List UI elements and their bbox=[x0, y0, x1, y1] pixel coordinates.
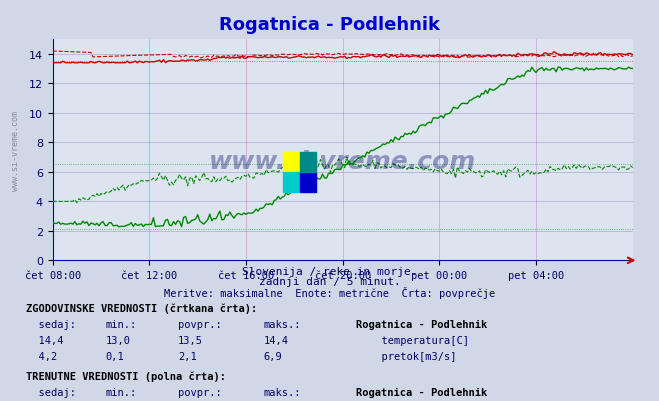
Text: Rogatnica - Podlehnik: Rogatnica - Podlehnik bbox=[356, 387, 487, 397]
Text: min.:: min.: bbox=[105, 387, 136, 397]
Text: 13,0: 13,0 bbox=[105, 335, 130, 345]
Text: 4,2: 4,2 bbox=[26, 351, 57, 361]
Text: sedaj:: sedaj: bbox=[26, 319, 76, 329]
Text: www.si-vreme.com: www.si-vreme.com bbox=[11, 110, 20, 190]
Text: povpr.:: povpr.: bbox=[178, 387, 221, 397]
Text: sedaj:: sedaj: bbox=[26, 387, 76, 397]
Text: TRENUTNE VREDNOSTI (polna črta):: TRENUTNE VREDNOSTI (polna črta): bbox=[26, 371, 226, 381]
Text: 13,5: 13,5 bbox=[178, 335, 203, 345]
Bar bbox=[300, 172, 316, 192]
Text: ZGODOVINSKE VREDNOSTI (črtkana črta):: ZGODOVINSKE VREDNOSTI (črtkana črta): bbox=[26, 303, 258, 313]
Text: 2,1: 2,1 bbox=[178, 351, 196, 361]
Text: maks.:: maks.: bbox=[264, 387, 301, 397]
Text: 6,9: 6,9 bbox=[264, 351, 282, 361]
Bar bbox=[283, 172, 300, 192]
Text: pretok[m3/s]: pretok[m3/s] bbox=[369, 351, 457, 361]
Text: maks.:: maks.: bbox=[264, 319, 301, 329]
Text: Slovenija / reke in morje.: Slovenija / reke in morje. bbox=[242, 267, 417, 277]
Text: Rogatnica - Podlehnik: Rogatnica - Podlehnik bbox=[219, 16, 440, 34]
Text: Meritve: maksimalne  Enote: metrične  Črta: povprečje: Meritve: maksimalne Enote: metrične Črta… bbox=[164, 287, 495, 299]
Text: 14,4: 14,4 bbox=[26, 335, 64, 345]
Text: temperatura[C]: temperatura[C] bbox=[369, 335, 469, 345]
Text: www.si-vreme.com: www.si-vreme.com bbox=[209, 150, 476, 173]
Text: zadnji dan / 5 minut.: zadnji dan / 5 minut. bbox=[258, 277, 401, 287]
Text: 0,1: 0,1 bbox=[105, 351, 124, 361]
Text: povpr.:: povpr.: bbox=[178, 319, 221, 329]
Bar bbox=[283, 152, 300, 172]
Text: Rogatnica - Podlehnik: Rogatnica - Podlehnik bbox=[356, 319, 487, 329]
Text: min.:: min.: bbox=[105, 319, 136, 329]
Bar bbox=[300, 152, 316, 172]
Text: 14,4: 14,4 bbox=[264, 335, 289, 345]
